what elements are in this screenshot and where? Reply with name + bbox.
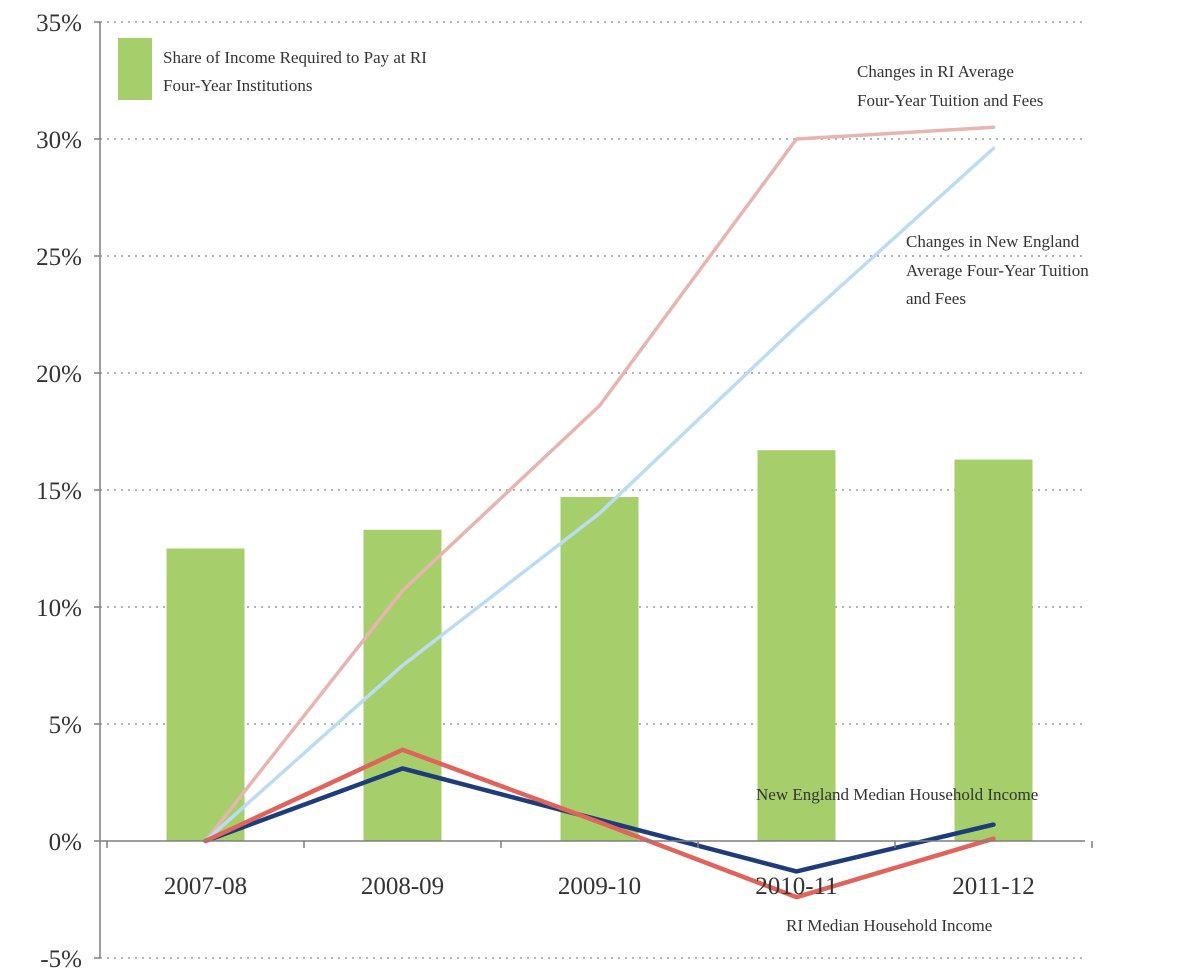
y-tick-label: 5% (49, 712, 82, 739)
grid-lines (100, 21, 1085, 959)
y-tick-label: 20% (36, 361, 82, 388)
line-series-path (203, 125, 996, 843)
annotation-ri-tuition: Changes in RI Average Four-Year Tuition … (857, 62, 1043, 110)
line-series (203, 125, 996, 900)
annotation-ri-income: RI Median Household Income (786, 916, 992, 935)
legend-label-line-2: Four-Year Institutions (163, 76, 313, 95)
x-category-label: 2009-10 (558, 873, 641, 900)
y-tick-labels: -5% 0% 5% 10% 15% 20% 25% 30% 35% (36, 10, 82, 973)
line-series-path (203, 747, 996, 900)
legend: Share of Income Required to Pay at RI Fo… (118, 38, 427, 100)
annotation-ne-tuition-line-2: Average Four-Year Tuition (906, 261, 1089, 280)
legend-swatch (118, 38, 152, 100)
annotation-ri-tuition-line-2: Four-Year Tuition and Fees (857, 91, 1043, 110)
x-category-label: 2007-08 (164, 873, 247, 900)
bar (363, 529, 442, 841)
y-tick-label: 30% (36, 127, 82, 154)
annotation-ne-tuition-line-3: and Fees (906, 289, 966, 308)
x-category-label: 2010-11 (755, 873, 837, 900)
bar (560, 497, 639, 841)
y-tick-label: 0% (49, 829, 82, 856)
bar-series (166, 450, 1033, 841)
annotation-ne-tuition-line-1: Changes in New England (906, 232, 1080, 251)
x-category-label: 2008-09 (361, 873, 444, 900)
annotation-ri-tuition-line-1: Changes in RI Average (857, 62, 1014, 81)
y-tick-label: 35% (36, 10, 82, 37)
bar (954, 459, 1033, 841)
annotation-ne-tuition: Changes in New England Average Four-Year… (906, 232, 1089, 308)
x-category-labels: 2007-08 2008-09 2009-10 2010-11 2011-12 (164, 873, 1035, 900)
annotation-ne-income: New England Median Household Income (756, 785, 1038, 804)
axes (94, 21, 1093, 959)
bar (757, 450, 836, 841)
y-tick-label: 25% (36, 244, 82, 271)
y-tick-label: -5% (40, 946, 82, 973)
legend-label-line-1: Share of Income Required to Pay at RI (163, 48, 427, 67)
y-tick-label: 15% (36, 478, 82, 505)
line-series-path (203, 146, 996, 843)
y-tick-label: 10% (36, 595, 82, 622)
bar (166, 548, 245, 841)
x-category-label: 2011-12 (952, 873, 1034, 900)
